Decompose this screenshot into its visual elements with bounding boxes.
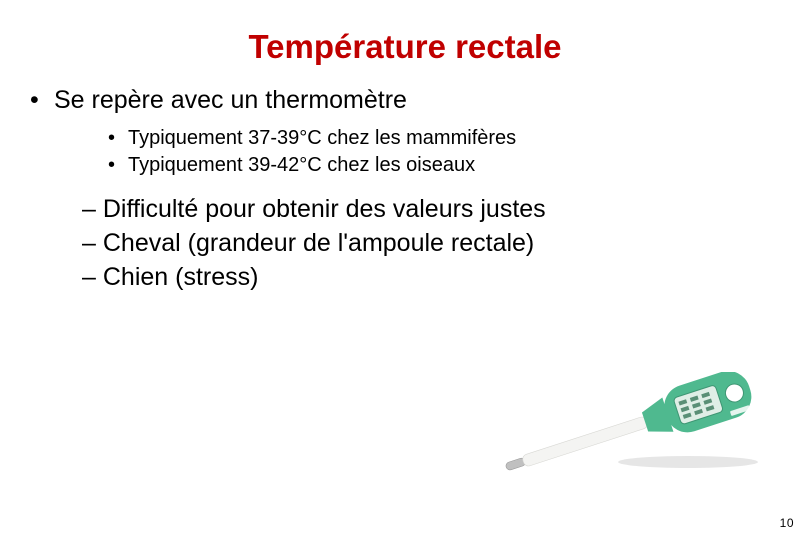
level2-group: •Typiquement 37-39°C chez les mammifères…: [30, 125, 780, 179]
level3-group: – Difficulté pour obtenir des valeurs ju…: [30, 193, 780, 294]
dash-icon: –: [82, 195, 96, 223]
bullet-level2: •Typiquement 39-42°C chez les oiseaux: [108, 152, 780, 179]
page-number: 10: [780, 516, 794, 530]
slide-title: Température rectale: [0, 0, 810, 86]
dash-icon: –: [82, 263, 96, 291]
bullet-level1-text: Se repère avec un thermomètre: [54, 86, 407, 114]
bullet-level2-text: Typiquement 37-39°C chez les mammifères: [128, 127, 516, 149]
bullet-level3-text: Cheval (grandeur de l'ampoule rectale): [103, 229, 534, 257]
bullet-dot-icon: •: [108, 152, 128, 179]
bullet-level3: – Difficulté pour obtenir des valeurs ju…: [82, 193, 780, 227]
bullet-level3: – Cheval (grandeur de l'ampoule rectale): [82, 227, 780, 261]
thermometer-image: [498, 372, 768, 482]
bullet-dot-icon: •: [30, 86, 54, 115]
slide: Température rectale •Se repère avec un t…: [0, 0, 810, 540]
dash-icon: –: [82, 229, 96, 257]
thermometer-icon: [498, 372, 768, 482]
bullet-dot-icon: •: [108, 125, 128, 152]
bullet-level1: •Se repère avec un thermomètre: [30, 86, 780, 115]
bullet-level3-text: Chien (stress): [103, 263, 259, 291]
bullet-level2: •Typiquement 37-39°C chez les mammifères: [108, 125, 780, 152]
bullet-level2-text: Typiquement 39-42°C chez les oiseaux: [128, 154, 475, 176]
bullet-level3-text: Difficulté pour obtenir des valeurs just…: [103, 195, 546, 223]
slide-content: •Se repère avec un thermomètre •Typiquem…: [0, 86, 810, 294]
bullet-level3: – Chien (stress): [82, 261, 780, 295]
